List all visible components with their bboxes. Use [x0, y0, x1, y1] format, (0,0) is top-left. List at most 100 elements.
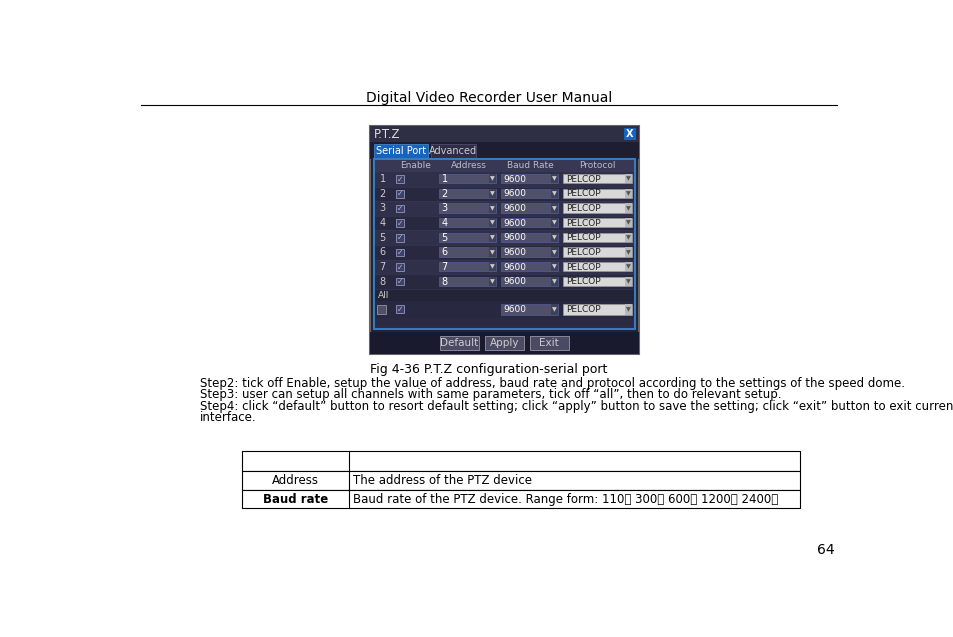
Text: 8: 8: [441, 276, 447, 287]
Text: ▼: ▼: [490, 250, 495, 255]
Bar: [395, 278, 403, 285]
Bar: [438, 233, 496, 242]
Text: ▼: ▼: [625, 206, 630, 211]
Text: Step4: click “default” button to resort default setting; click “apply” button to: Step4: click “default” button to resort …: [199, 400, 953, 413]
Bar: [500, 304, 558, 315]
Bar: [500, 262, 558, 271]
Bar: [369, 127, 639, 142]
Bar: [624, 247, 632, 257]
Text: ▼: ▼: [625, 235, 630, 240]
Text: ▼: ▼: [490, 220, 495, 225]
Bar: [369, 332, 639, 354]
Bar: [500, 276, 558, 286]
Bar: [375, 289, 633, 301]
Bar: [500, 218, 558, 227]
Text: Serial Port: Serial Port: [375, 146, 426, 156]
Bar: [395, 234, 403, 241]
Bar: [431, 144, 476, 158]
Bar: [550, 189, 558, 198]
Text: 9600: 9600: [503, 218, 526, 227]
Text: 7: 7: [441, 262, 447, 272]
Text: All: All: [377, 290, 389, 299]
Text: PELCOP: PELCOP: [565, 189, 599, 198]
Bar: [241, 452, 799, 471]
Text: 9600: 9600: [503, 233, 526, 242]
Text: ▼: ▼: [552, 250, 557, 255]
Bar: [375, 187, 633, 201]
Text: Protocol: Protocol: [578, 161, 615, 170]
Bar: [241, 471, 799, 490]
Text: 6: 6: [379, 247, 385, 257]
Text: Digital Video Recorder User Manual: Digital Video Recorder User Manual: [365, 91, 612, 105]
Text: ✓: ✓: [396, 233, 402, 242]
Bar: [375, 245, 633, 260]
Bar: [488, 218, 496, 227]
Text: Step3: user can setup all channels with same parameters, tick off “all”, then to: Step3: user can setup all channels with …: [199, 389, 781, 401]
Bar: [375, 231, 633, 245]
Bar: [438, 203, 496, 213]
Bar: [500, 175, 558, 183]
Bar: [562, 203, 632, 213]
Text: ✓: ✓: [396, 204, 402, 213]
Bar: [375, 160, 633, 172]
Bar: [488, 203, 496, 213]
Text: 9600: 9600: [503, 248, 526, 257]
Text: ▼: ▼: [552, 264, 557, 269]
Text: 9600: 9600: [503, 277, 526, 286]
Bar: [395, 175, 403, 183]
Bar: [395, 190, 403, 197]
Text: Exit: Exit: [539, 338, 558, 348]
Text: Address: Address: [272, 474, 318, 487]
Bar: [395, 204, 403, 212]
Bar: [395, 263, 403, 271]
Text: PELCOP: PELCOP: [565, 204, 599, 213]
Bar: [562, 233, 632, 242]
Bar: [624, 304, 632, 315]
Bar: [500, 189, 558, 198]
Text: Baud rate of the PTZ device. Range form: 110， 300， 600， 1200， 2400，: Baud rate of the PTZ device. Range form:…: [353, 492, 778, 506]
Text: 4: 4: [379, 218, 385, 228]
Bar: [395, 305, 403, 313]
Bar: [488, 276, 496, 286]
Bar: [488, 247, 496, 257]
Text: Advanced: Advanced: [429, 146, 476, 156]
Text: 9600: 9600: [503, 305, 526, 314]
Bar: [550, 247, 558, 257]
Text: 9600: 9600: [503, 189, 526, 198]
Text: ▼: ▼: [490, 235, 495, 240]
Text: 9600: 9600: [503, 175, 526, 183]
Text: PELCOP: PELCOP: [565, 233, 599, 242]
Bar: [624, 203, 632, 213]
Text: Step2: tick off Enable, setup the value of address, baud rate and protocol accor: Step2: tick off Enable, setup the value …: [199, 376, 903, 390]
Text: ✓: ✓: [396, 189, 402, 198]
Bar: [624, 233, 632, 242]
Bar: [438, 218, 496, 227]
Text: ✓: ✓: [396, 218, 402, 227]
Bar: [369, 142, 639, 159]
Bar: [438, 247, 496, 257]
Text: Enable: Enable: [399, 161, 431, 170]
Text: ▼: ▼: [552, 206, 557, 211]
Bar: [624, 175, 632, 183]
Text: 3: 3: [441, 203, 447, 213]
Bar: [374, 159, 634, 329]
Text: 9600: 9600: [503, 204, 526, 213]
Bar: [500, 203, 558, 213]
Bar: [375, 301, 633, 318]
Bar: [500, 233, 558, 242]
Text: PELCOP: PELCOP: [565, 277, 599, 286]
Bar: [375, 201, 633, 216]
Text: 3: 3: [379, 203, 385, 213]
Bar: [375, 260, 633, 275]
Bar: [624, 276, 632, 286]
Text: 1: 1: [379, 175, 385, 184]
Text: 8: 8: [379, 276, 385, 287]
Text: ▼: ▼: [552, 176, 557, 182]
Bar: [438, 189, 496, 198]
Bar: [488, 233, 496, 242]
Bar: [377, 305, 385, 313]
Bar: [562, 262, 632, 271]
Bar: [562, 304, 632, 315]
Text: ✓: ✓: [396, 248, 402, 257]
Bar: [395, 248, 403, 256]
